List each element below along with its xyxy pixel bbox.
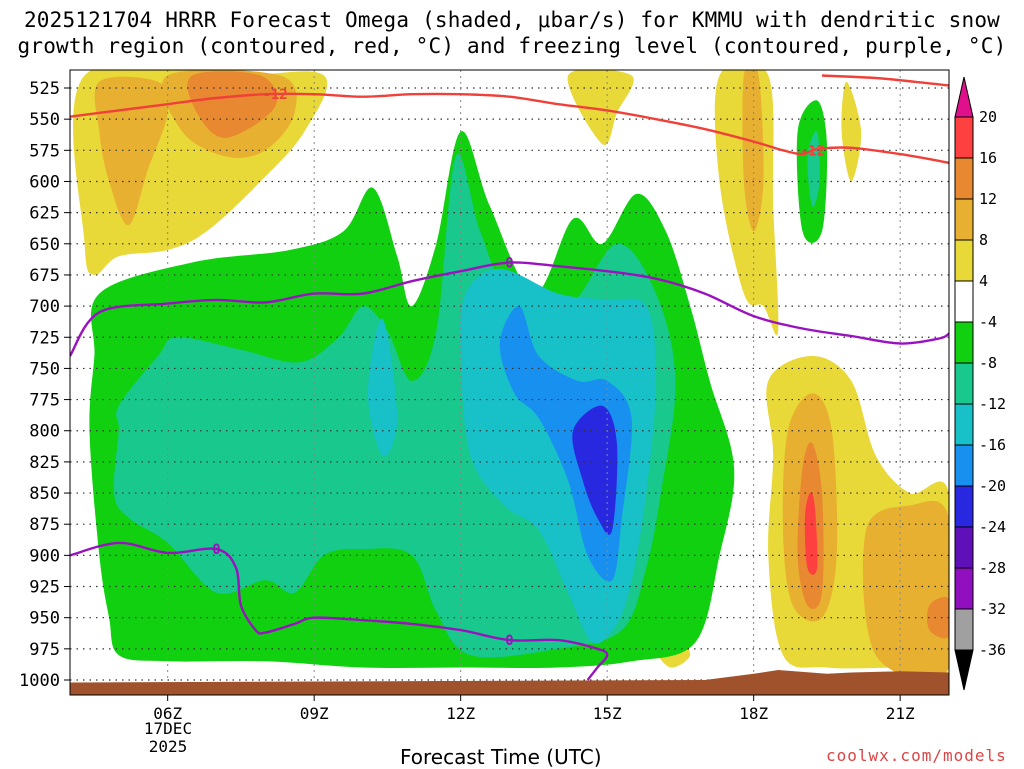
x-axis-title: Forecast Time (UTC) xyxy=(400,745,602,769)
y-tick-label-875: 875 xyxy=(29,515,60,535)
colorbar-box-10 xyxy=(954,239,974,282)
colorbar-label--36: -36 xyxy=(979,641,1006,659)
y-tick-label-1000: 1000 xyxy=(19,671,60,691)
y-tick-label-950: 950 xyxy=(29,609,60,629)
omega-region-1 xyxy=(94,76,169,226)
colorbar: -36 -32 -28 -24 -20 -16 -12 -8 -4 4 8 12 16 20 xyxy=(954,76,1006,691)
omega-shading xyxy=(73,70,949,681)
colorbar-label-20: 20 xyxy=(979,108,997,126)
colorbar-label--32: -32 xyxy=(979,600,1006,618)
omega-region-12 xyxy=(804,492,818,575)
colorbar-label--16: -16 xyxy=(979,436,1006,454)
x-tick-label-18Z: 18Z xyxy=(739,704,768,723)
date-day-label: 17DEC xyxy=(143,719,193,738)
colorbar-label--12: -12 xyxy=(979,395,1006,413)
x-axis: 06Z 09Z 12Z 15Z 18Z 21Z xyxy=(153,695,915,723)
omega-region-14 xyxy=(927,597,949,639)
y-tick-label-825: 825 xyxy=(29,453,60,473)
ground-fill xyxy=(70,670,949,695)
x-tick-label-12Z: 12Z xyxy=(446,704,475,723)
x-tick-label-21Z: 21Z xyxy=(886,704,915,723)
colorbar-box-9 xyxy=(954,280,974,323)
y-tick-label-650: 650 xyxy=(29,235,60,255)
freezing-level-contours: 0 0 0 xyxy=(70,255,949,681)
freezing-contour-label-1-0: 0 xyxy=(212,542,220,558)
y-tick-label-775: 775 xyxy=(29,391,60,411)
y-tick-label-600: 600 xyxy=(29,172,60,192)
colorbar-box-8 xyxy=(954,321,974,364)
freezing-contour-line-1 xyxy=(70,541,609,681)
grid xyxy=(70,70,949,695)
x-tick-label-15Z: 15Z xyxy=(593,704,622,723)
colorbar-box-1 xyxy=(954,608,974,651)
omega-region-22 xyxy=(572,405,618,535)
colorbar-box-2 xyxy=(954,567,974,610)
colorbar-label-16: 16 xyxy=(979,149,997,167)
freezing-contour-label-1-1: 0 xyxy=(505,633,513,649)
y-tick-label-625: 625 xyxy=(29,204,60,224)
freezing-contour-line-0 xyxy=(70,261,949,357)
y-tick-label-700: 700 xyxy=(29,297,60,317)
x-tick-label-09Z: 09Z xyxy=(300,704,329,723)
y-tick-label-525: 525 xyxy=(29,79,60,99)
dgz-contour-label-0-1: -12 xyxy=(800,143,825,159)
dgz-contour-label-0-0: -12 xyxy=(262,87,287,103)
colorbar-box-4 xyxy=(954,485,974,528)
y-tick-label-675: 675 xyxy=(29,266,60,286)
date-year-label: 2025 xyxy=(148,737,188,756)
y-tick-label-925: 925 xyxy=(29,578,60,598)
colorbar-box-7 xyxy=(954,362,974,405)
chart-title-line1: 2025121704 HRRR Forecast Omega (shaded, … xyxy=(23,8,1001,32)
colorbar-label-12: 12 xyxy=(979,190,997,208)
ground-terrain xyxy=(70,670,949,695)
y-tick-label-575: 575 xyxy=(29,141,60,161)
credit-link[interactable]: coolwx.com/models xyxy=(826,746,1007,765)
colorbar-box-12 xyxy=(954,157,974,200)
omega-region-4 xyxy=(567,70,634,146)
colorbar-box-3 xyxy=(954,526,974,569)
colorbar-label--24: -24 xyxy=(979,518,1006,536)
colorbar-bottom-triangle xyxy=(954,649,974,691)
chart-title-line2: growth region (contoured, red, °C) and f… xyxy=(17,34,1007,58)
dgz-contour-line-1 xyxy=(821,74,949,87)
plot-frame xyxy=(69,69,950,696)
colorbar-box-6 xyxy=(954,403,974,446)
y-tick-label-725: 725 xyxy=(29,328,60,348)
dgz-contour-line-0 xyxy=(70,92,949,164)
y-tick-label-850: 850 xyxy=(29,484,60,504)
freezing-contour-label-0-0: 0 xyxy=(505,255,513,271)
dendritic-growth-contours: -12 -12 xyxy=(70,74,949,164)
colorbar-box-11 xyxy=(954,198,974,241)
y-axis: 525 550 575 600 625 650 675 700 725 750 775 800 825 8… xyxy=(19,79,70,691)
colorbar-label--20: -20 xyxy=(979,477,1006,495)
plot-area: -12 -12 0 0 0 xyxy=(70,70,949,695)
colorbar-label-8: 8 xyxy=(979,231,988,249)
colorbar-top-triangle xyxy=(954,76,974,118)
colorbar-label--4: -4 xyxy=(979,313,997,331)
colorbar-box-5 xyxy=(954,444,974,487)
omega-region-10 xyxy=(862,500,949,680)
colorbar-label-4: 4 xyxy=(979,272,988,290)
omega-region-3 xyxy=(187,71,278,138)
y-tick-label-800: 800 xyxy=(29,422,60,442)
x-tick-label-06Z: 06Z xyxy=(153,704,182,723)
colorbar-box-13 xyxy=(954,116,974,159)
y-tick-label-750: 750 xyxy=(29,359,60,379)
y-tick-label-900: 900 xyxy=(29,546,60,566)
y-tick-label-550: 550 xyxy=(29,110,60,130)
omega-region-19 xyxy=(367,318,398,457)
omega-region-7 xyxy=(841,81,862,182)
colorbar-label--8: -8 xyxy=(979,354,997,372)
colorbar-label--28: -28 xyxy=(979,559,1006,577)
y-tick-label-975: 975 xyxy=(29,640,60,660)
